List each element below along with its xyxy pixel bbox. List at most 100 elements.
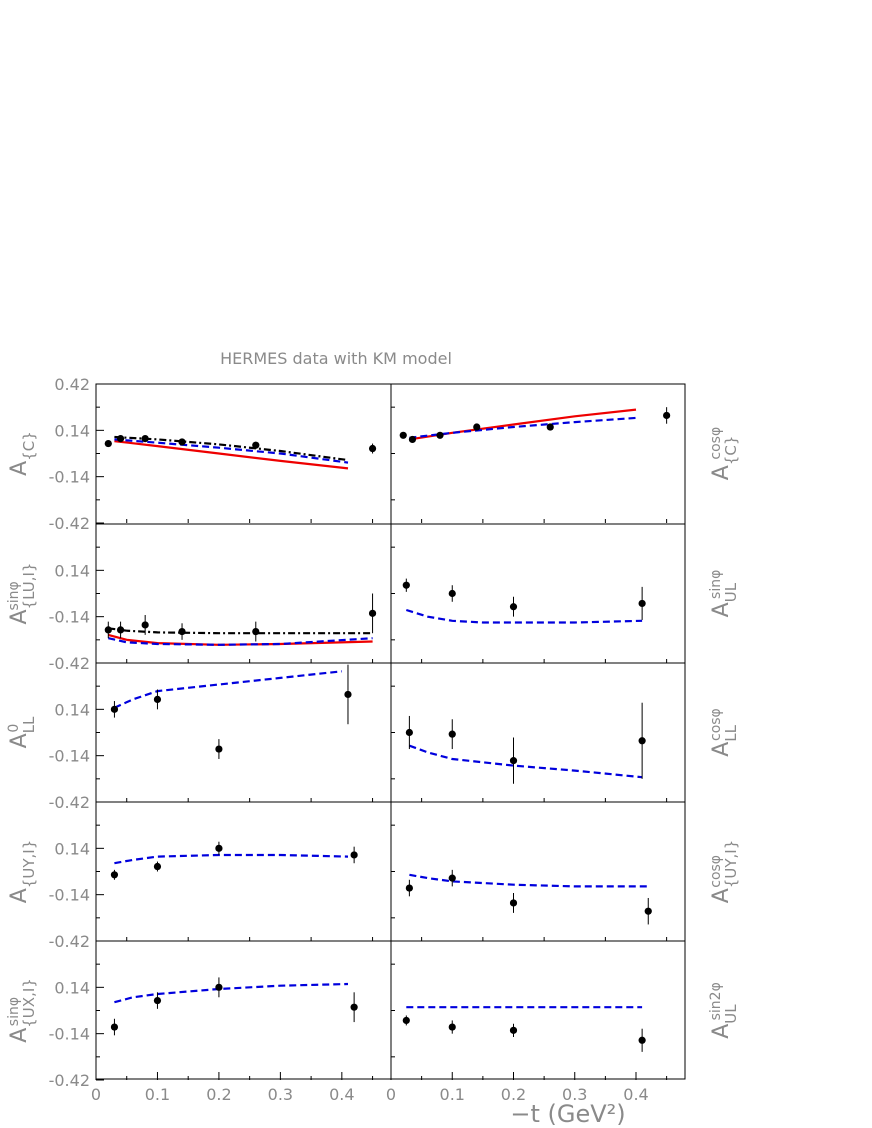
y-tick-label: -0.14	[49, 608, 90, 627]
y-tick-label: 0.14	[54, 839, 90, 858]
model-curve-dashed	[405, 608, 643, 624]
data-point	[402, 581, 410, 589]
data-point	[509, 1026, 518, 1034]
y-axis-label: ALL0	[6, 716, 38, 748]
x-tick-label: 0.2	[206, 1085, 231, 1104]
data-point	[141, 435, 149, 443]
y-tick-label: -0.42	[49, 1071, 90, 1090]
y-label-sup: sinφ	[708, 570, 724, 599]
data-point	[368, 444, 377, 453]
panels-group: 0.420.14-0.14-0.42A{C}A{C}cosφ0.14-0.14-…	[6, 375, 740, 1104]
data-point	[215, 745, 223, 753]
x-tick-label: 0	[91, 1085, 101, 1104]
y-label-sup: sinφ	[6, 581, 22, 610]
y-axis-label: AULsin2φ	[708, 982, 740, 1039]
x-tick-label: 0.3	[562, 1085, 587, 1104]
y-axis-label: A{LU,I}sinφ	[6, 563, 38, 625]
y-label-sup: sinφ	[6, 997, 22, 1026]
data-point	[215, 983, 223, 991]
x-tick-label: 0.1	[145, 1085, 170, 1104]
model-curve-solid	[114, 440, 349, 470]
y-label-sub: LL	[722, 724, 740, 741]
y-label-main: A	[7, 1028, 32, 1043]
figure-title: HERMES data with KM model	[220, 349, 452, 368]
y-label-main: A	[7, 733, 32, 748]
data-point	[153, 862, 162, 871]
y-label-sub: {UY,I}	[20, 840, 38, 888]
data-point	[368, 609, 377, 617]
y-label-sup: cosφ	[708, 855, 724, 888]
x-tick-label: 0.1	[440, 1085, 465, 1104]
data-point	[110, 1023, 119, 1031]
panel-row1-right: A{C}cosφ	[391, 406, 740, 523]
y-label-sub: LL	[20, 716, 38, 733]
y-label-sup: sin2φ	[708, 982, 724, 1020]
data-point	[638, 737, 646, 745]
data-point	[405, 728, 413, 737]
data-point	[178, 627, 186, 636]
model-curve-dashed	[108, 637, 373, 646]
y-axis-label: AULsinφ	[708, 570, 740, 618]
model-curve-dashdot	[108, 627, 373, 635]
data-point	[436, 431, 444, 439]
y-axis-label: A{C}cosφ	[708, 427, 740, 480]
y-tick-label: -0.14	[49, 747, 90, 766]
data-point	[399, 431, 407, 439]
data-point	[104, 626, 112, 634]
model-curve-dashed	[114, 982, 349, 1004]
data-point	[402, 1016, 410, 1025]
y-label-sub: {UY,I}	[722, 840, 740, 888]
x-tick-label: 0.3	[268, 1085, 293, 1104]
panel-row2-left: 0.14 -0.14 -0.42 A{LU,I}sinφ	[6, 546, 377, 673]
data-point	[448, 1023, 456, 1031]
data-point	[110, 871, 119, 879]
data-point	[509, 899, 518, 907]
y-label-main: A	[7, 461, 32, 476]
panel-row5-right: 0 0.1 0.2 0.3 0.4 AULsin2φ	[386, 963, 740, 1104]
model-curve-dashed	[409, 873, 649, 888]
y-label-sup: 0	[6, 724, 22, 733]
model-curve-dashed	[113, 670, 342, 709]
data-point	[141, 621, 149, 629]
data-point	[104, 439, 112, 448]
data-point	[546, 423, 554, 431]
y-label-main: A	[709, 1024, 734, 1039]
data-point	[110, 705, 119, 713]
x-tick-label: 0.4	[623, 1085, 648, 1104]
y-axis-label: A{C}	[7, 431, 38, 476]
y-label-main: A	[7, 609, 32, 624]
y-label-main: A	[709, 888, 734, 903]
y-label-sub: {C}	[20, 431, 38, 461]
panel-row4-left: 0.14 -0.14 -0.42 A{UY,I}	[7, 824, 374, 951]
y-label-sup: cosφ	[708, 708, 724, 741]
panel-row5-left: 0.14 -0.14 -0.420 0.1 0.2 0.3 0.4 A{UX,I}sinφ	[6, 963, 374, 1104]
y-label-sub: {UX,I}	[20, 978, 38, 1028]
data-point	[663, 411, 671, 420]
x-tick-label: 0.2	[501, 1085, 526, 1104]
y-label-main: A	[709, 602, 734, 617]
data-point	[153, 996, 162, 1005]
model-curve-dashed	[114, 853, 349, 865]
data-point	[252, 627, 260, 636]
data-point	[350, 851, 358, 859]
y-tick-label: -0.42	[49, 654, 90, 673]
data-point	[252, 441, 260, 449]
y-label-sub: UL	[722, 582, 740, 602]
y-tick-label: 0.42	[54, 375, 90, 394]
data-point	[448, 874, 456, 882]
y-label-sub: {C}	[722, 436, 740, 466]
data-point	[405, 884, 413, 892]
y-tick-label: -0.42	[49, 932, 90, 951]
data-point	[408, 435, 417, 444]
data-point	[178, 438, 186, 446]
data-point	[215, 844, 223, 852]
y-label-main: A	[7, 888, 32, 903]
panel-row2-right: AULsinφ	[391, 546, 740, 663]
y-label-sup: cosφ	[708, 427, 724, 460]
x-tick-label: 0	[386, 1085, 396, 1104]
y-axis-label: A{UX,I}sinφ	[6, 978, 38, 1043]
panel-row4-right: A{UY,I}cosφ	[391, 824, 740, 941]
data-point	[638, 599, 646, 608]
